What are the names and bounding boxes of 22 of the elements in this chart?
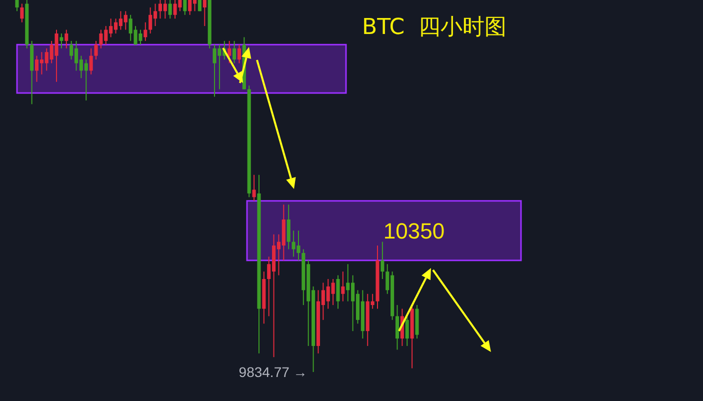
candlestick xyxy=(252,174,256,202)
candlestick xyxy=(168,0,172,20)
annotation: 9834.77 → xyxy=(238,364,308,380)
candlestick xyxy=(232,40,236,64)
candlestick xyxy=(60,32,64,49)
band-label: 10350 xyxy=(383,218,445,244)
candlestick xyxy=(20,3,24,23)
candlestick xyxy=(183,0,187,16)
candlestick xyxy=(94,40,98,60)
candlestick xyxy=(286,204,290,250)
candlestick xyxy=(336,274,340,310)
candlestick xyxy=(64,29,68,49)
candlestick xyxy=(380,241,384,280)
candlestick xyxy=(341,271,345,302)
candlestick xyxy=(89,48,93,75)
text: BTC 四小时图 xyxy=(362,15,507,40)
candlestick xyxy=(202,0,206,27)
candlestick xyxy=(15,0,19,12)
candlestick xyxy=(395,304,400,350)
candlestick xyxy=(144,22,148,42)
candlestick xyxy=(228,40,232,64)
candlestick xyxy=(237,44,241,64)
